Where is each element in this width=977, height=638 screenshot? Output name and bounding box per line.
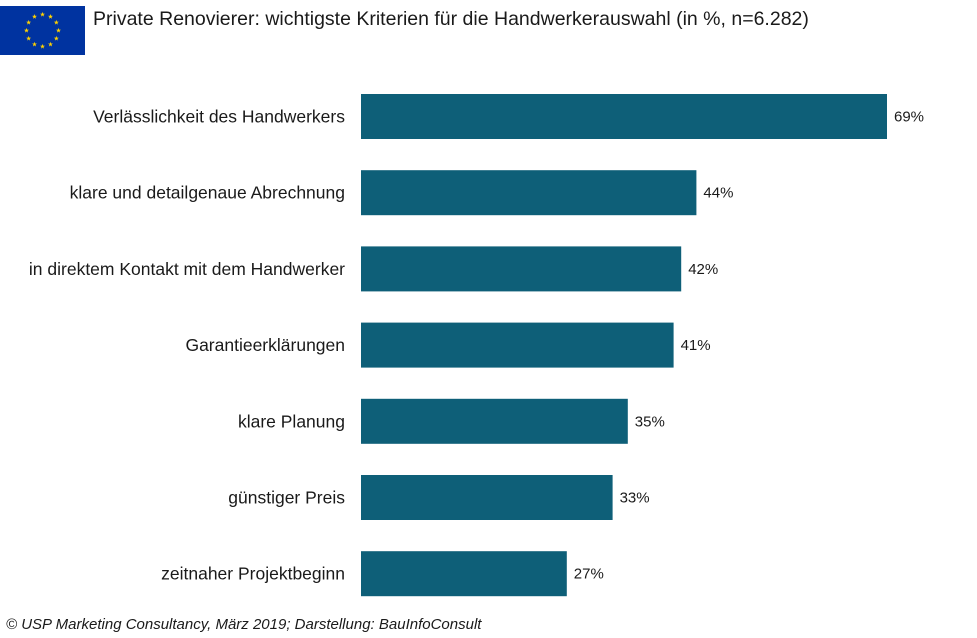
value-label: 69% bbox=[894, 109, 924, 126]
value-label: 33% bbox=[620, 490, 650, 507]
category-label: in direktem Kontakt mit dem Handwerker bbox=[29, 259, 345, 279]
bar bbox=[361, 551, 567, 597]
value-label: 27% bbox=[574, 566, 604, 583]
flag-star bbox=[32, 14, 37, 19]
category-label: günstiger Preis bbox=[228, 488, 345, 508]
category-label: klare Planung bbox=[238, 411, 345, 431]
flag-star bbox=[26, 19, 32, 25]
category-label: Garantieerklärungen bbox=[185, 335, 345, 355]
flag-star bbox=[26, 35, 32, 41]
flag-star bbox=[40, 43, 45, 49]
category-label: zeitnaher Projektbeginn bbox=[161, 564, 345, 584]
bar bbox=[361, 398, 628, 444]
category-label: Verlässlichkeit des Handwerkers bbox=[93, 107, 345, 127]
bar bbox=[361, 246, 682, 292]
source-note: © USP Marketing Consultancy, März 2019; … bbox=[6, 616, 482, 633]
bar bbox=[361, 170, 697, 216]
chart-title: Private Renovierer: wichtigste Kriterien… bbox=[93, 8, 809, 30]
category-label: klare und detailgenaue Abrechnung bbox=[70, 183, 345, 203]
value-label: 41% bbox=[681, 337, 711, 354]
value-label: 35% bbox=[635, 413, 665, 430]
bar bbox=[361, 322, 674, 368]
flag-star bbox=[40, 11, 45, 17]
flag-star bbox=[56, 27, 61, 33]
value-label: 42% bbox=[688, 261, 718, 278]
flag-star bbox=[53, 19, 59, 25]
value-label: 44% bbox=[703, 185, 733, 202]
flag-star bbox=[48, 14, 53, 19]
bar bbox=[361, 475, 613, 520]
flag-star bbox=[32, 41, 37, 47]
eu-flag-icon bbox=[0, 6, 85, 55]
flag-star bbox=[48, 41, 53, 47]
flag-star bbox=[24, 27, 29, 33]
flag-star bbox=[53, 35, 59, 41]
bar bbox=[361, 94, 887, 139]
